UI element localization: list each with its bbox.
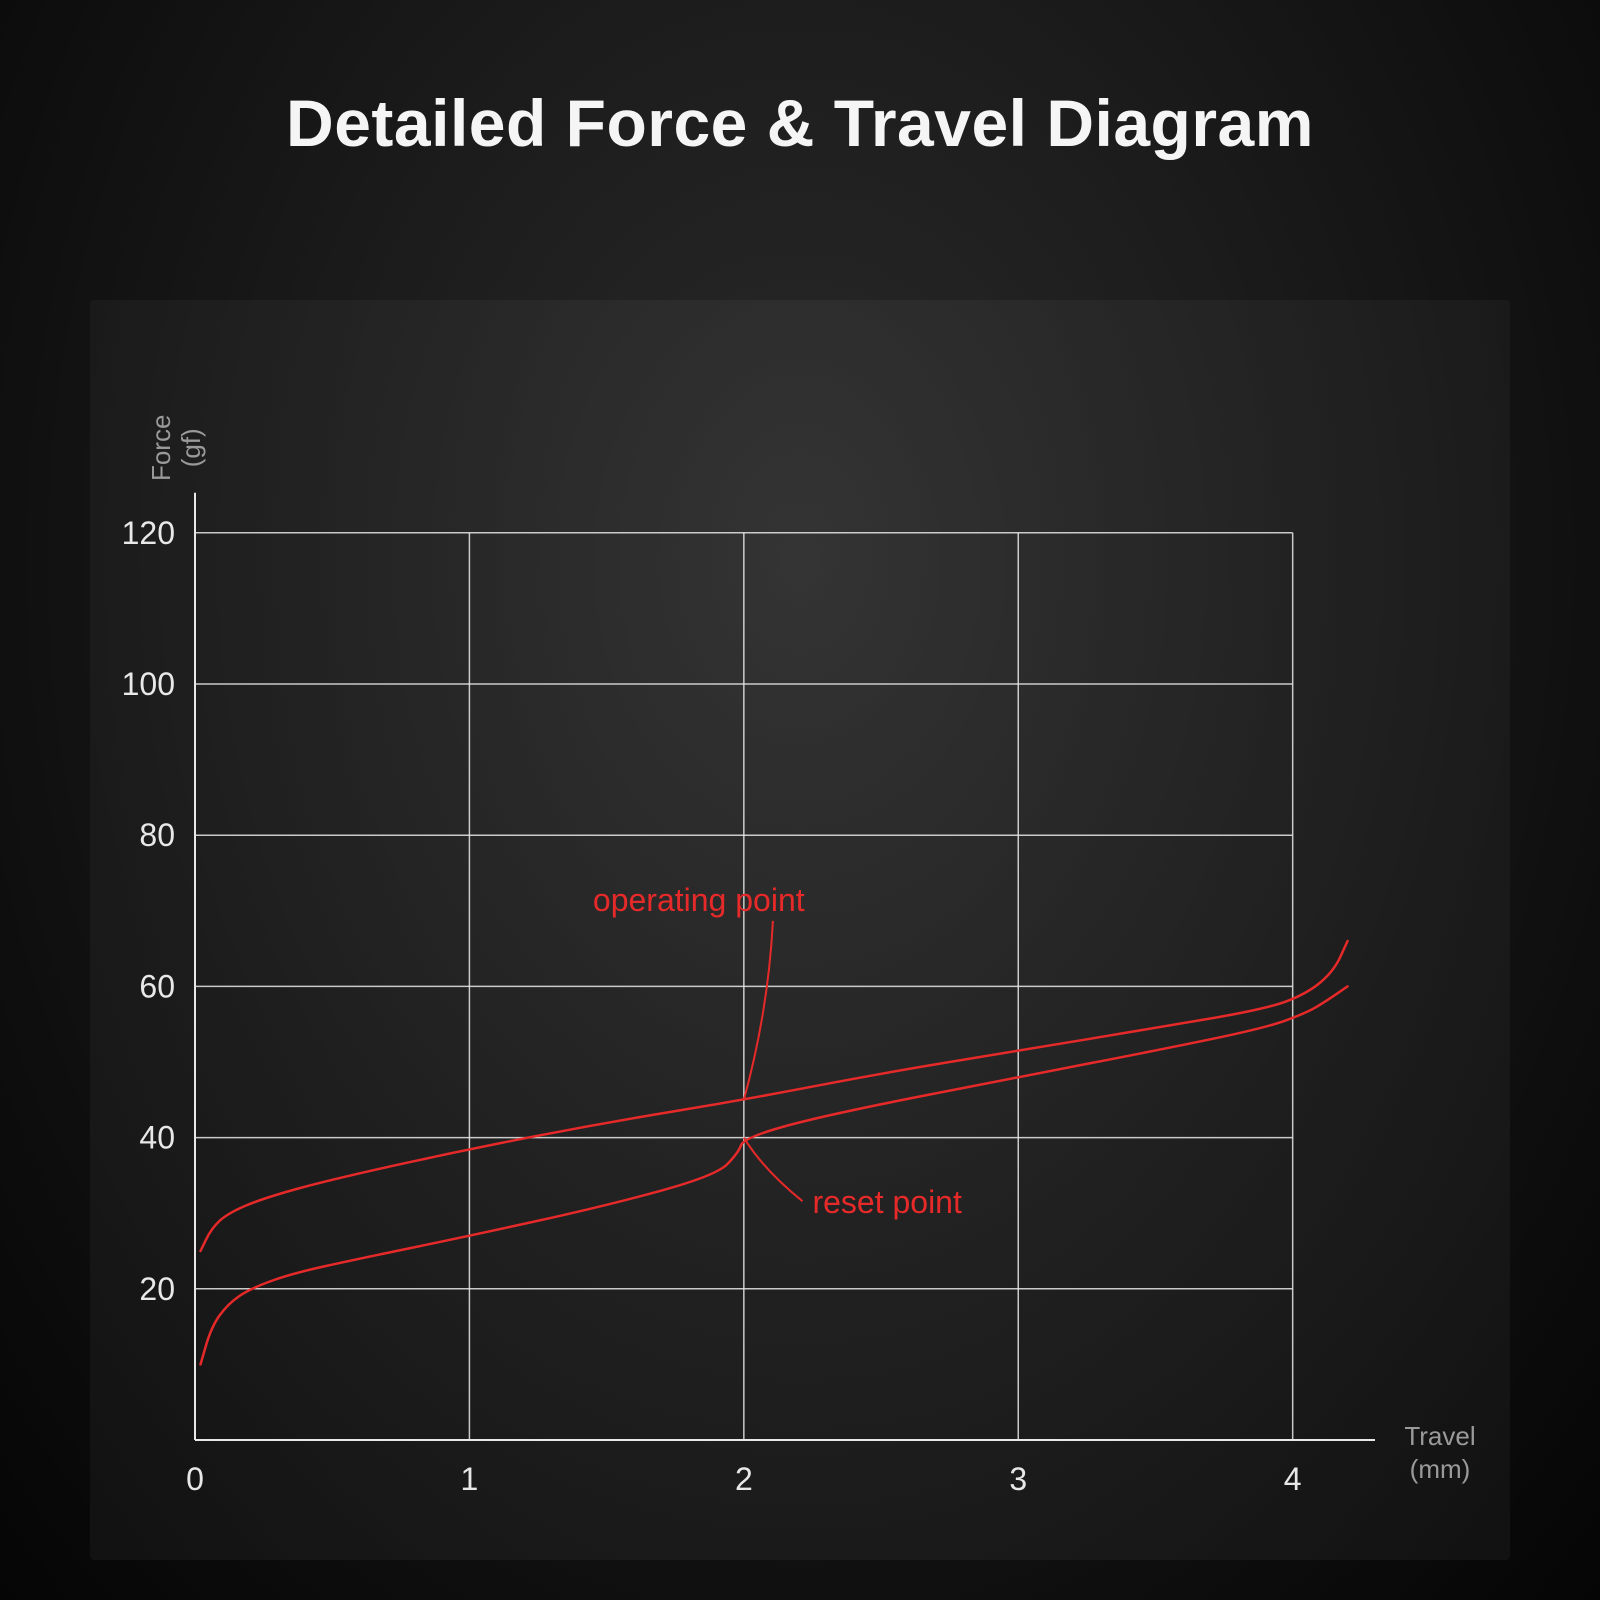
reset-point-label: reset point [812, 1184, 962, 1220]
x-tick-label: 4 [1284, 1461, 1302, 1497]
y-tick-label: 80 [139, 817, 175, 853]
y-tick-label: 40 [139, 1120, 175, 1156]
x-axis-label-line2: (mm) [1410, 1454, 1471, 1484]
x-tick-label: 0 [186, 1461, 204, 1497]
y-axis-label: Force(gf) [146, 415, 206, 481]
x-tick-label: 1 [461, 1461, 479, 1497]
x-tick-label: 3 [1009, 1461, 1027, 1497]
svg-text:Force(gf): Force(gf) [146, 415, 206, 481]
operating-point-label: operating point [593, 882, 805, 918]
operating-point-leader [744, 921, 773, 1100]
force-travel-chart: 20 40 60 80 100 120 0 1 2 3 4 Force(gf) Travel(mm) op… [0, 0, 1600, 1600]
reset-point-leader [744, 1138, 803, 1202]
y-tick-label: 20 [139, 1271, 175, 1307]
y-tick-label: 100 [122, 666, 175, 702]
y-tick-label: 120 [122, 515, 175, 551]
y-tick-label: 60 [139, 968, 175, 1004]
x-axis-label-line1: Travel [1404, 1421, 1475, 1451]
upper-curve [200, 941, 1347, 1251]
x-tick-label: 2 [735, 1461, 753, 1497]
